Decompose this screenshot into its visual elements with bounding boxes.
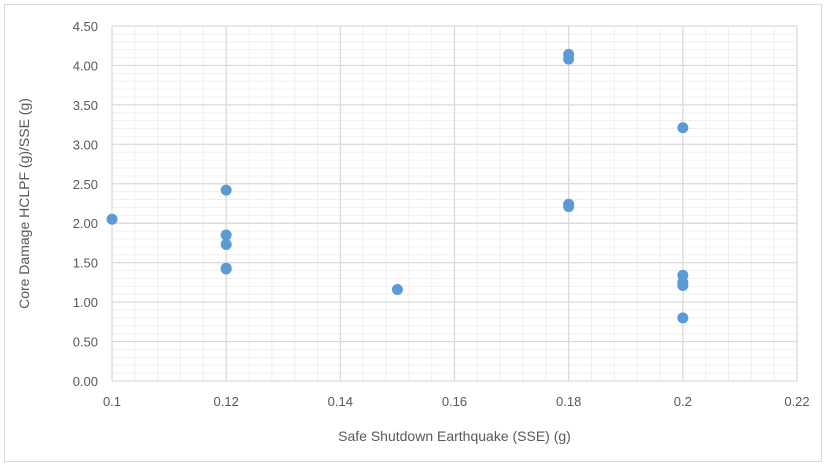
- data-point: [220, 184, 232, 196]
- chart-frame: [4, 4, 822, 462]
- y-tick-label: 0.00: [73, 374, 98, 389]
- x-tick-label: 0.22: [784, 394, 809, 409]
- y-tick-label: 2.50: [73, 177, 98, 192]
- y-axis-title: Core Damage HCLPF (g)/SSE (g): [16, 98, 32, 309]
- x-tick-label: 0.12: [214, 394, 239, 409]
- x-tick-label: 0.2: [674, 394, 692, 409]
- data-point: [563, 201, 575, 213]
- data-point: [220, 262, 232, 274]
- data-point: [220, 239, 232, 251]
- major-gridlines: [111, 25, 798, 382]
- data-point: [220, 229, 232, 241]
- data-point: [563, 53, 575, 65]
- x-tick-label: 0.18: [556, 394, 581, 409]
- y-tick-label: 3.50: [73, 98, 98, 113]
- y-tick-label: 4.00: [73, 58, 98, 73]
- data-point: [391, 283, 403, 295]
- data-point: [677, 280, 689, 292]
- data-points: [106, 48, 689, 324]
- y-tick-label: 4.50: [73, 19, 98, 34]
- y-tick-labels: 0.00 0.50 1.00 1.50 2.00 2.50 3.00 3.50 4.00 4.50: [73, 19, 98, 389]
- data-point: [106, 213, 118, 225]
- x-tick-label: 0.16: [442, 394, 467, 409]
- y-tick-label: 1.50: [73, 256, 98, 271]
- x-tick-label: 0.14: [328, 394, 353, 409]
- x-tick-labels: 0.1 0.12 0.14 0.16 0.18 0.2 0.22: [103, 394, 810, 409]
- y-tick-label: 2.00: [73, 216, 98, 231]
- data-point: [677, 312, 689, 324]
- data-point: [677, 122, 689, 134]
- x-axis-title: Safe Shutdown Earthquake (SSE) (g): [338, 428, 571, 444]
- y-tick-label: 0.50: [73, 335, 98, 350]
- y-tick-label: 3.00: [73, 137, 98, 152]
- x-tick-label: 0.1: [103, 394, 121, 409]
- y-tick-label: 1.00: [73, 295, 98, 310]
